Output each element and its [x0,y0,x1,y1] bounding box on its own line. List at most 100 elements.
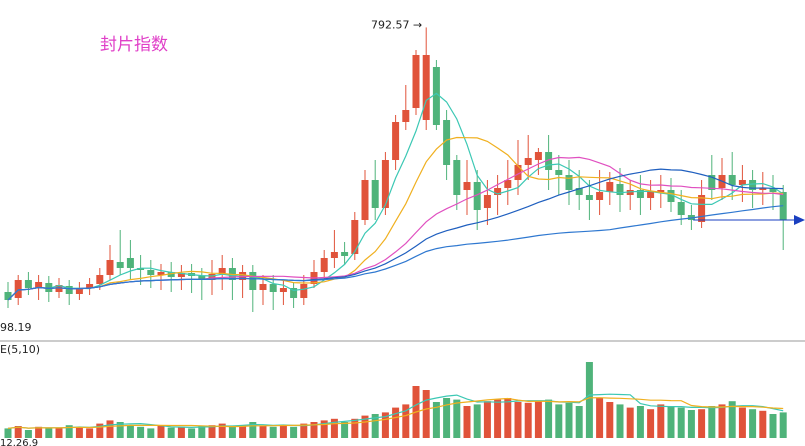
candle-body [45,283,53,292]
candle-body [24,280,32,288]
volume-bar [106,420,114,438]
volume-bar [585,362,593,438]
candle-body [341,252,349,256]
candle-body [677,202,685,215]
volume-bar [565,402,573,438]
candle-body [198,276,206,280]
candle-body [177,273,185,277]
volume-bar [616,404,624,438]
candle-body [534,152,542,160]
candle-body [4,292,12,300]
ma-line [7,205,784,301]
candle-body [96,275,104,284]
candle-body [473,182,481,210]
volume-bar [708,406,716,438]
volume-bar [738,407,746,438]
volume-bar [432,402,440,438]
candle-body [330,252,338,258]
volume-bar [453,399,461,438]
volume-bar [126,425,134,438]
volume-bar [239,425,247,438]
volume-bar [698,409,706,438]
candle-body [657,190,665,192]
volume-bar [626,407,634,438]
volume-bar [473,404,481,438]
volume-bar [392,407,400,438]
volume-bar [86,428,94,438]
volume-bar [422,390,430,438]
volume-bar [514,402,522,438]
candle-body [636,190,644,198]
volume-bar [65,425,73,438]
candle-body [606,182,614,192]
volume-bar [504,398,512,438]
volume-bar [45,428,53,438]
candle-body [320,258,328,272]
volume-bar [494,399,502,438]
candle-body [545,152,553,170]
candle-body [524,158,532,165]
candle-body [75,288,83,294]
volume-bar [330,418,338,438]
volume-bar [759,410,767,438]
bottom-label: 12.26.9 [0,438,38,446]
low-label: 98.19 [0,321,32,334]
candle-body [269,284,277,292]
candle-body [708,175,716,190]
volume-bar [310,422,318,438]
volume-bar [361,415,369,438]
candle-body [147,270,155,275]
volume-bar [96,423,104,438]
volume-bar [779,412,787,438]
candle-body [759,188,767,190]
candle-body [218,268,226,274]
candle-body [279,288,287,292]
volume-bar [228,426,236,438]
candle-body [402,110,410,122]
candle-body [351,220,359,254]
volume-bar [371,414,379,438]
candle-body [35,282,43,288]
candle-body [422,55,430,120]
volume-bar [749,409,757,438]
candle-body [443,120,451,165]
volume-bar [208,425,216,438]
candle-body [106,260,114,275]
candle-body [290,288,298,298]
volume-bar [259,426,267,438]
volume-bar [75,426,83,438]
candle-body [483,195,491,208]
candle-body [55,285,63,292]
candle-body [361,180,369,220]
candle-body [86,284,94,288]
volume-bar [249,422,257,438]
volume-bar [116,422,124,438]
candle-body [432,67,440,125]
candle-body [157,272,165,275]
ma-line [7,393,784,429]
chart-title: 封片指数 [100,35,168,55]
volume-bar [769,414,777,438]
candle-body [167,272,175,277]
volume-bar [575,406,583,438]
volume-bar [167,427,175,438]
candle-body [65,286,73,294]
candle-body [463,182,471,190]
volume-label: E(5,10) [0,343,40,356]
candle-body [555,170,563,175]
volume-bar [657,404,665,438]
candle-body [616,184,624,195]
volume-bar [636,406,644,438]
volume-bar [606,402,614,438]
candle-body [412,55,420,108]
candle-body [249,272,257,290]
candle-body [585,195,593,200]
volume-bar [157,426,165,438]
volume-bar [24,430,32,438]
volume-bar [147,428,155,438]
volume-bar [341,422,349,438]
volume-bar [463,406,471,438]
candle-body [14,280,22,298]
volume-bar [188,428,196,438]
